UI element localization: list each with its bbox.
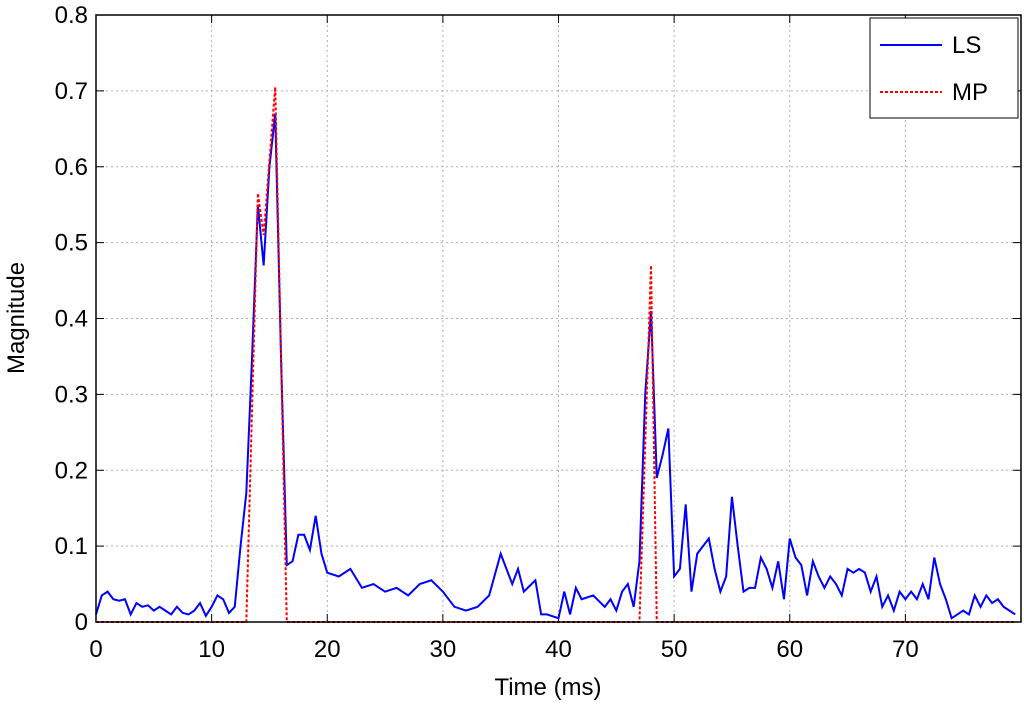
legend-box [869,17,1019,119]
y-tick-label: 0.3 [55,381,88,408]
legend-label: MP [952,79,988,106]
x-tick-label: 70 [892,636,919,663]
y-tick-label: 0.8 [55,2,88,29]
legend-label: LS [952,32,981,59]
y-tick-label: 0.4 [55,306,88,333]
y-tick-label: 0.1 [55,533,88,560]
x-axis-label: Time (ms) [494,674,601,701]
x-tick-label: 40 [545,636,572,663]
x-tick-label: 10 [198,636,225,663]
series-line [95,113,1016,620]
series-line [96,87,1016,623]
legend: LS MP [869,17,1019,119]
y-tick-label: 0 [75,609,88,636]
y-tick-label: 0.5 [55,230,88,257]
x-tick-label: 50 [661,636,688,663]
x-tick-label: 60 [776,636,803,663]
plot-frame [95,14,1022,623]
y-axis-label: Magnitude [3,262,30,374]
y-tick-label: 0.2 [55,457,88,484]
x-tick-label: 30 [430,636,457,663]
y-tick-label: 0.6 [55,154,88,181]
y-tick-label: 0.7 [55,78,88,105]
x-tick-label: 0 [89,636,102,663]
x-tick-label: 20 [314,636,341,663]
